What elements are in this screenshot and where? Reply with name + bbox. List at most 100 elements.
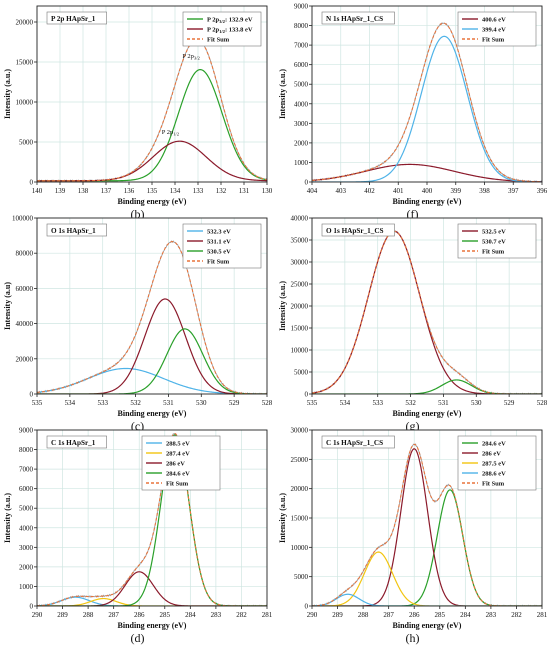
- x-axis-label: Binding energy (eV): [393, 409, 462, 418]
- y-tick-label: 8000: [19, 446, 34, 454]
- y-tick-label: 25000: [291, 281, 309, 289]
- series-line-2: [37, 571, 267, 606]
- panel-label: (h): [405, 631, 420, 645]
- x-tick-label: 290: [307, 611, 318, 619]
- legend-label: P 2p3/2: 132.9 eV: [207, 17, 253, 25]
- x-tick-label: 530: [196, 399, 207, 407]
- legend-label: Fit Sum: [166, 481, 189, 488]
- y-tick-label: 5000: [294, 81, 309, 89]
- x-tick-label: 281: [262, 611, 273, 619]
- title-box: [46, 435, 107, 449]
- chart-title: C 1s HApSr_1_CS: [326, 439, 383, 447]
- series-line-3: [312, 593, 542, 606]
- title-box: [321, 11, 395, 25]
- y-tick-label: 6000: [294, 61, 309, 69]
- y-tick-label: 30000: [291, 259, 309, 267]
- y-tick-label: 10000: [291, 544, 309, 552]
- chart-svg-4: 290 289 288 287 286 285 284 283 282 281 0 1000 2000 3…: [3, 427, 273, 631]
- x-axis-label: Binding energy (eV): [393, 621, 462, 630]
- title-box: [46, 223, 107, 237]
- legend-label: 530.7 eV: [482, 239, 506, 246]
- x-tick-label: 131: [239, 187, 250, 195]
- series-line-2: [37, 38, 267, 182]
- panel-label: (c): [130, 419, 145, 433]
- x-tick-label: 137: [101, 187, 112, 195]
- chart-title: O 1s HApSr_1: [51, 227, 96, 235]
- panel-label: (d): [130, 631, 145, 645]
- x-axis-label: Binding energy (eV): [118, 197, 187, 206]
- legend-label: 400.6 eV: [482, 17, 506, 24]
- y-tick-label: 5000: [19, 139, 34, 147]
- x-tick-label: 530: [471, 399, 482, 407]
- x-tick-label: 529: [229, 399, 240, 407]
- panel-label: (b): [130, 207, 145, 221]
- y-axis-label: Intensity (a.u.): [3, 69, 12, 119]
- x-tick-label: 290: [32, 611, 43, 619]
- y-tick-label: 10000: [291, 347, 309, 355]
- x-tick-label: 288: [83, 611, 94, 619]
- x-tick-label: 287: [108, 611, 119, 619]
- chart-panel-1: 404 403 402 401 400 399 398 397 396 0 1000 2000 3000…: [275, 0, 550, 222]
- x-tick-label: 403: [336, 187, 347, 195]
- series-line-2: [37, 328, 267, 394]
- peak-annotation: P 2p1/2: [162, 129, 180, 137]
- y-tick-label: 1000: [19, 583, 34, 591]
- chart-title: O 1s HApSr_1_CS: [326, 227, 384, 235]
- legend-label: 286 eV: [166, 461, 185, 468]
- chart-svg-5: 290 289 288 287 286 285 284 283 282 281 0 5000 10000…: [278, 427, 548, 631]
- y-tick-label: 2000: [294, 139, 309, 147]
- y-tick-label: 3000: [294, 120, 309, 128]
- x-tick-label: 532: [405, 399, 416, 407]
- x-tick-label: 282: [236, 611, 247, 619]
- y-tick-label: 15000: [291, 325, 309, 333]
- panel-label: (f): [406, 207, 419, 221]
- y-tick-label: 5000: [19, 505, 34, 513]
- x-tick-label: 133: [193, 187, 204, 195]
- x-tick-label: 136: [124, 187, 135, 195]
- y-tick-label: 100000: [12, 215, 34, 223]
- x-tick-label: 284: [185, 611, 196, 619]
- x-tick-label: 281: [537, 611, 548, 619]
- y-axis-label: Intensity (a.u.): [3, 493, 12, 543]
- y-tick-label: 0: [305, 603, 309, 611]
- legend-label: 284.6 eV: [482, 441, 506, 448]
- x-tick-label: 288: [358, 611, 369, 619]
- y-tick-label: 3000: [19, 544, 34, 552]
- x-tick-label: 283: [211, 611, 222, 619]
- y-tick-label: 25000: [291, 456, 309, 464]
- x-tick-label: 396: [537, 187, 548, 195]
- y-tick-label: 7000: [294, 42, 309, 50]
- y-tick-label: 0: [305, 179, 309, 187]
- x-tick-label: 533: [372, 399, 383, 407]
- x-tick-label: 282: [511, 611, 522, 619]
- series-line-1: [312, 448, 542, 606]
- legend-label: 530.5 eV: [207, 249, 231, 256]
- chart-panel-5: 290 289 288 287 286 285 284 283 282 281 0 5000 10000…: [275, 424, 550, 646]
- y-tick-label: 2000: [19, 563, 34, 571]
- legend-label: Fit Sum: [482, 37, 505, 44]
- x-tick-label: 284: [460, 611, 471, 619]
- series-line-0: [312, 163, 542, 182]
- y-tick-label: 80000: [16, 250, 34, 258]
- panel-label: (g): [405, 419, 420, 433]
- x-tick-label: 532: [130, 399, 141, 407]
- x-tick-label: 534: [65, 399, 76, 407]
- x-tick-label: 531: [438, 399, 449, 407]
- x-tick-label: 289: [57, 611, 68, 619]
- y-tick-label: 60000: [16, 285, 34, 293]
- x-tick-label: 286: [409, 611, 420, 619]
- x-tick-label: 285: [435, 611, 446, 619]
- title-box: [321, 223, 395, 237]
- x-tick-label: 535: [32, 399, 43, 407]
- legend-label: 287.5 eV: [482, 461, 506, 468]
- x-tick-label: 287: [383, 611, 394, 619]
- y-tick-label: 20000: [16, 19, 34, 27]
- chart-panel-3: 535 534 533 532 531 530 529 528 0 5000 10000 15000 2…: [275, 212, 550, 434]
- y-axis-label: Intensity (a.u.): [278, 493, 287, 543]
- x-axis-label: Binding energy (eV): [393, 197, 462, 206]
- x-tick-label: 286: [134, 611, 145, 619]
- y-axis-label: Intensity (a.u.): [278, 281, 287, 331]
- series-line-1: [37, 140, 267, 182]
- legend-label: 531.1 eV: [207, 239, 231, 246]
